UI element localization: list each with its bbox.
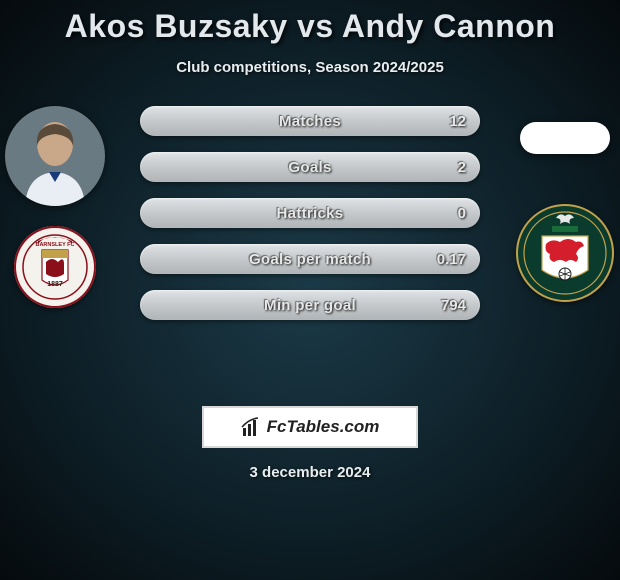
stat-label: Goals per match — [249, 251, 371, 268]
svg-text:1887: 1887 — [47, 281, 63, 288]
page-title: Akos Buzsaky vs Andy Cannon — [0, 0, 620, 45]
subtitle: Club competitions, Season 2024/2025 — [0, 59, 620, 76]
brand-box[interactable]: FcTables.com — [202, 406, 418, 448]
right-player-column — [510, 106, 620, 302]
stat-label: Hattricks — [277, 205, 344, 222]
stat-label: Min per goal — [264, 297, 356, 314]
left-club-crest: 1887 BARNSLEY FC — [14, 226, 96, 308]
left-player-avatar — [5, 106, 105, 206]
footer-date: 3 december 2024 — [0, 464, 620, 481]
stat-bars: Matches 12 Goals 2 Hattricks 0 Goals per… — [140, 106, 480, 320]
comparison-arena: 1887 BARNSLEY FC Matches 12 Goal — [0, 106, 620, 386]
stat-value-right: 12 — [449, 113, 466, 130]
stat-bar-hattricks: Hattricks 0 — [140, 198, 480, 228]
stat-value-right: 794 — [441, 297, 466, 314]
stat-bar-mpg: Min per goal 794 — [140, 290, 480, 320]
stat-label: Matches — [279, 113, 341, 130]
stat-bar-gpm: Goals per match 0.17 — [140, 244, 480, 274]
person-silhouette-icon — [15, 116, 95, 206]
stat-value-right: 2 — [458, 159, 466, 176]
brand-text: FcTables.com — [267, 417, 380, 437]
right-player-avatar-placeholder — [520, 122, 610, 154]
stat-value-right: 0 — [458, 205, 466, 222]
stat-label: Goals — [288, 159, 331, 176]
stat-value-right: 0.17 — [437, 251, 466, 268]
left-player-column: 1887 BARNSLEY FC — [0, 106, 110, 308]
bars-chart-icon — [241, 416, 263, 438]
barnsley-crest-icon: 1887 BARNSLEY FC — [14, 226, 96, 308]
right-club-crest — [516, 204, 614, 302]
svg-text:BARNSLEY FC: BARNSLEY FC — [35, 242, 74, 248]
wrexham-crest-icon — [516, 204, 614, 302]
stat-bar-matches: Matches 12 — [140, 106, 480, 136]
stat-bar-goals: Goals 2 — [140, 152, 480, 182]
